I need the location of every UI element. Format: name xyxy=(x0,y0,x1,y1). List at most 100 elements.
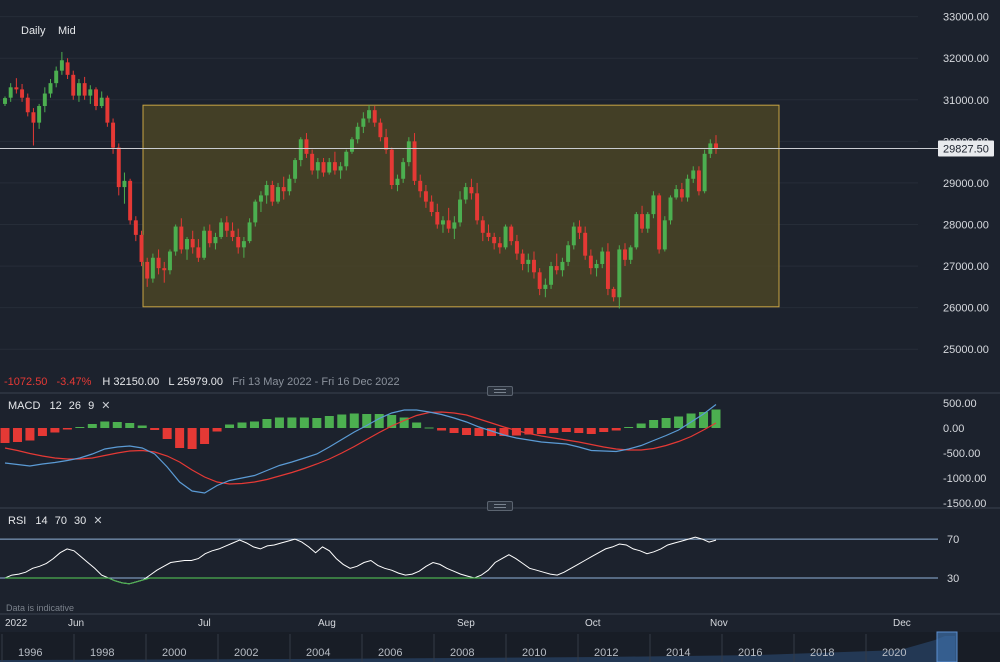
candle-body xyxy=(59,60,64,71)
macd-histogram-bar xyxy=(312,418,322,428)
price-tick-label: 31000.00 xyxy=(943,95,989,107)
macd-histogram-bar xyxy=(711,409,721,428)
candle-body xyxy=(82,83,87,96)
macd-histogram-bar xyxy=(524,428,534,435)
time-tick-label: Jul xyxy=(198,618,211,629)
candle-body xyxy=(133,220,138,235)
candle-body xyxy=(492,236,497,244)
macd-param-signal: 9 xyxy=(88,400,95,412)
close-rsi-icon[interactable]: ✕ xyxy=(93,515,103,527)
candle-body xyxy=(128,180,133,221)
candle-body xyxy=(276,187,280,202)
macd-histogram-bar xyxy=(212,428,222,432)
candle-body xyxy=(509,226,514,242)
candle-body xyxy=(378,122,383,138)
candle-body xyxy=(156,257,161,269)
macd-histogram-bar xyxy=(437,428,447,431)
candle-body xyxy=(423,191,428,202)
candle-body xyxy=(167,251,172,271)
candle-body xyxy=(469,187,474,194)
macd-histogram-bar xyxy=(150,428,160,430)
time-tick-label: Jun xyxy=(68,618,84,629)
macd-histogram-bar xyxy=(649,420,659,428)
candle-body xyxy=(503,226,508,248)
high-value: H 32150.00 xyxy=(102,376,160,388)
candle-body xyxy=(537,272,542,289)
macd-histogram-bar xyxy=(412,422,422,428)
candle-body xyxy=(520,253,525,264)
candle-body xyxy=(560,261,565,271)
macd-tick-label: -1000.00 xyxy=(943,473,986,485)
macd-histogram-bar xyxy=(112,422,122,428)
candle-body xyxy=(617,249,622,298)
candle-body xyxy=(685,178,690,198)
price-tick-label: 29000.00 xyxy=(943,178,989,190)
candle-body xyxy=(702,153,707,192)
candle-body xyxy=(173,226,178,252)
candle-body xyxy=(20,89,25,98)
macd-histogram-bar xyxy=(699,412,709,428)
candle-body xyxy=(14,87,19,90)
macd-histogram-bar xyxy=(274,417,284,428)
macd-histogram-bar xyxy=(187,428,197,449)
candle-body xyxy=(696,170,701,192)
candle-body xyxy=(418,180,423,192)
candle-body xyxy=(105,97,110,123)
close-macd-icon[interactable]: ✕ xyxy=(101,400,111,412)
candle-body xyxy=(571,226,576,246)
candle-body xyxy=(196,247,201,258)
macd-histogram-bar xyxy=(674,416,684,428)
candle-body xyxy=(71,74,76,96)
candle-body xyxy=(389,149,394,185)
navigator-year-label: 2010 xyxy=(522,647,546,659)
candle-body xyxy=(207,230,212,244)
rsi-oversold-segment xyxy=(5,577,482,585)
macd-signal-line xyxy=(4,411,717,485)
candle-body xyxy=(304,139,309,154)
macd-histogram-bar xyxy=(549,428,559,433)
candle-body xyxy=(25,97,30,113)
pane-resize-handle[interactable] xyxy=(487,386,513,396)
time-tick-label: Aug xyxy=(318,618,336,629)
navigator-year-label: 2008 xyxy=(450,647,474,659)
macd-legend: MACD 12 26 9 ✕ xyxy=(8,399,110,412)
candle-body xyxy=(3,98,7,104)
daily-button[interactable]: Daily xyxy=(16,22,51,40)
change-value: -1072.50 xyxy=(4,376,48,388)
candle-body xyxy=(611,288,616,298)
candle-body xyxy=(247,222,252,242)
candle-body xyxy=(577,226,582,233)
navigator-year-label: 2014 xyxy=(666,647,690,659)
candle-body xyxy=(446,220,451,229)
candle-body xyxy=(549,266,554,285)
candle-body xyxy=(236,236,241,248)
candle-body xyxy=(623,249,627,260)
candle-body xyxy=(412,141,417,181)
rsi-line xyxy=(4,536,717,585)
candle-body xyxy=(202,230,207,258)
navigator-year-label: 2016 xyxy=(738,647,762,659)
time-tick-label: 2022 xyxy=(5,618,28,629)
candle-body xyxy=(668,197,673,221)
candle-body xyxy=(150,257,155,279)
candle-body xyxy=(270,185,275,202)
macd-histogram-bar xyxy=(449,428,459,433)
rsi-param-upper: 70 xyxy=(54,515,67,527)
rsi-tick-label: 70 xyxy=(947,534,959,546)
candle-body xyxy=(48,83,53,94)
macd-histogram-bar xyxy=(362,414,372,428)
candle-body xyxy=(327,162,332,173)
candle-body xyxy=(594,263,599,269)
macd-histogram-bar xyxy=(486,428,496,436)
date-range: Fri 13 May 2022 - Fri 16 Dec 2022 xyxy=(232,376,400,388)
price-tick-label: 25000.00 xyxy=(943,344,989,356)
candle-body xyxy=(384,137,389,150)
candle-body xyxy=(139,234,144,262)
candle-body xyxy=(566,245,571,262)
macd-histogram-bar xyxy=(249,421,259,428)
price-tick-label: 32000.00 xyxy=(943,53,989,65)
candle-body xyxy=(122,180,127,188)
pane-resize-handle[interactable] xyxy=(487,501,513,511)
mid-button[interactable]: Mid xyxy=(53,22,81,40)
current-price-tag xyxy=(938,140,994,157)
